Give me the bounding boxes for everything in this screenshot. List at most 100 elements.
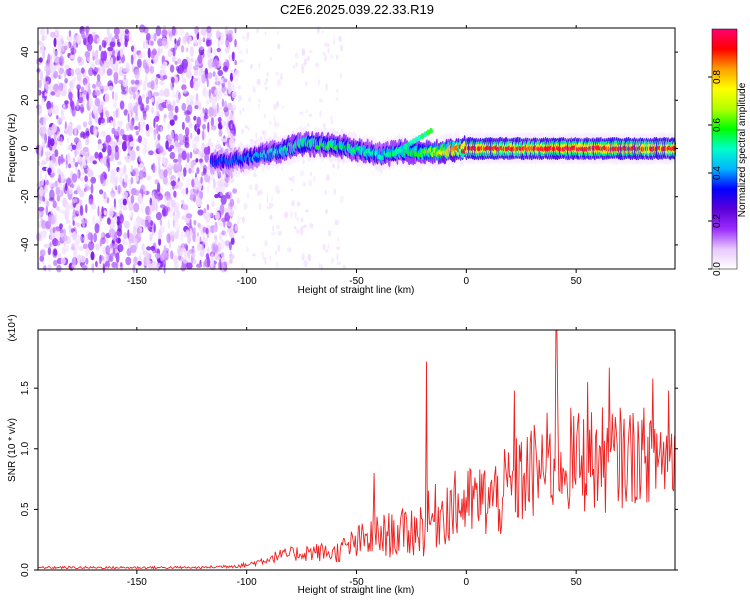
noise-blob	[65, 219, 71, 224]
noise-blob	[69, 157, 76, 168]
faint-noise-blob	[294, 211, 297, 218]
noise-blob	[130, 54, 134, 65]
noise-blob	[89, 112, 92, 123]
noise-blob	[124, 174, 129, 180]
faint-noise-blob	[330, 128, 335, 134]
noise-blob	[113, 118, 116, 129]
noise-blob	[189, 188, 196, 199]
noise-blob	[75, 34, 82, 44]
noise-blob	[158, 262, 161, 267]
noise-blob	[222, 119, 225, 128]
noise-blob	[37, 79, 42, 89]
y-tick-label: -20	[20, 189, 31, 204]
noise-blob	[207, 45, 212, 54]
faint-noise-blob	[336, 54, 339, 60]
noise-blob	[219, 232, 222, 240]
noise-blob	[179, 251, 184, 257]
noise-blob	[101, 130, 107, 137]
noise-blob	[80, 107, 85, 113]
noise-blob	[44, 92, 47, 97]
noise-blob	[192, 227, 196, 234]
noise-blob	[106, 197, 110, 204]
noise-blob	[69, 54, 76, 60]
noise-blob	[85, 257, 89, 265]
faint-noise-blob	[214, 239, 217, 248]
noise-blob	[105, 134, 112, 143]
noise-blob	[38, 57, 43, 63]
faint-noise-blob	[275, 224, 280, 230]
noise-blob	[47, 139, 51, 148]
noise-blob	[148, 209, 151, 216]
noise-blob	[177, 143, 181, 153]
noise-blob	[169, 35, 172, 42]
noise-blob	[195, 197, 203, 208]
noise-blob	[86, 179, 91, 191]
faint-noise-blob	[299, 228, 304, 236]
noise-blob	[121, 90, 127, 95]
noise-blob	[193, 220, 197, 226]
noise-blob	[125, 155, 132, 164]
noise-blob	[45, 205, 49, 216]
noise-blob	[181, 188, 186, 195]
noise-blob	[103, 210, 107, 216]
noise-blob	[100, 88, 104, 94]
noise-blob	[83, 38, 87, 46]
faint-noise-blob	[322, 243, 326, 251]
noise-blob	[177, 58, 182, 65]
noise-blob	[108, 85, 114, 91]
noise-blob	[86, 167, 91, 172]
noise-blob	[45, 76, 52, 85]
noise-blob	[181, 121, 185, 131]
noise-blob	[110, 57, 114, 68]
noise-blob	[178, 180, 181, 186]
faint-noise-blob	[227, 133, 232, 137]
noise-blob	[161, 29, 168, 38]
noise-blob	[45, 74, 48, 82]
noise-blob	[137, 227, 142, 238]
faint-noise-blob	[318, 98, 323, 103]
faint-noise-blob	[244, 125, 249, 129]
noise-blob	[181, 150, 187, 161]
noise-blob	[174, 224, 180, 231]
noise-blob	[198, 47, 201, 55]
noise-blob	[157, 170, 161, 176]
noise-blob	[64, 100, 69, 105]
noise-blob	[60, 109, 64, 117]
noise-blob	[170, 250, 174, 260]
noise-blob	[139, 252, 142, 261]
noise-blob	[225, 37, 229, 48]
faint-noise-blob	[327, 230, 331, 237]
colorbar: 0.0 0.2 0.4 0.6 0.8 Normalized spectral ampl…	[708, 28, 748, 276]
noise-blob	[229, 112, 233, 121]
noise-blob	[119, 201, 124, 210]
noise-blob	[213, 178, 216, 190]
faint-noise-blob	[256, 28, 259, 34]
noise-blob	[85, 127, 90, 139]
noise-blob	[202, 129, 205, 141]
faint-noise-blob	[336, 246, 341, 251]
noise-blob	[177, 171, 183, 178]
faint-noise-blob	[236, 197, 240, 205]
colorbar-tick-label: 0.8	[712, 70, 723, 84]
noise-blob	[115, 66, 118, 73]
noise-blob	[182, 171, 185, 181]
faint-noise-blob	[258, 98, 261, 103]
noise-blob	[130, 176, 134, 185]
faint-noise-blob	[269, 57, 273, 61]
faint-noise-blob	[293, 225, 297, 230]
noise-blob	[188, 167, 192, 174]
faint-noise-blob	[277, 230, 282, 236]
noise-blob	[157, 156, 161, 166]
noise-blob	[99, 189, 104, 195]
noise-blob	[106, 68, 113, 76]
noise-blob	[44, 82, 49, 93]
colorbar-tick-label: 0.2	[712, 214, 723, 228]
faint-noise-blob	[272, 225, 274, 232]
noise-blob	[166, 29, 172, 34]
noise-blob	[220, 36, 224, 46]
faint-noise-blob	[325, 83, 328, 91]
noise-blob	[180, 264, 186, 272]
noise-blob	[94, 151, 99, 159]
noise-blob	[137, 194, 143, 205]
